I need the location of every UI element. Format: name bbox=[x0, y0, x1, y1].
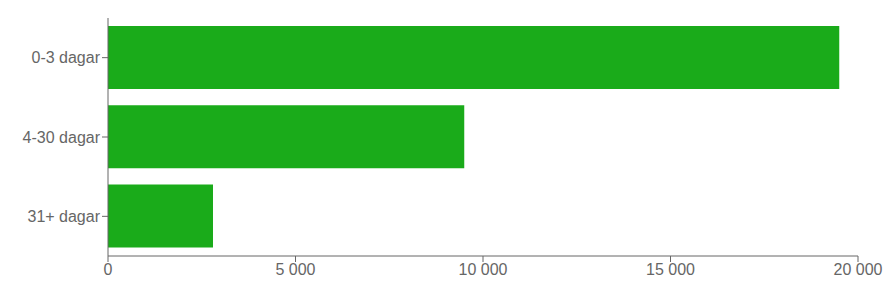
svg-text:4-30 dagar: 4-30 dagar bbox=[23, 129, 101, 146]
svg-text:15 000: 15 000 bbox=[646, 261, 695, 278]
svg-text:0: 0 bbox=[104, 261, 113, 278]
svg-text:20 000: 20 000 bbox=[834, 261, 883, 278]
svg-text:0-3 dagar: 0-3 dagar bbox=[32, 49, 101, 66]
svg-text:31+ dagar: 31+ dagar bbox=[27, 208, 100, 225]
svg-text:10 000: 10 000 bbox=[459, 261, 508, 278]
svg-text:5 000: 5 000 bbox=[275, 261, 315, 278]
